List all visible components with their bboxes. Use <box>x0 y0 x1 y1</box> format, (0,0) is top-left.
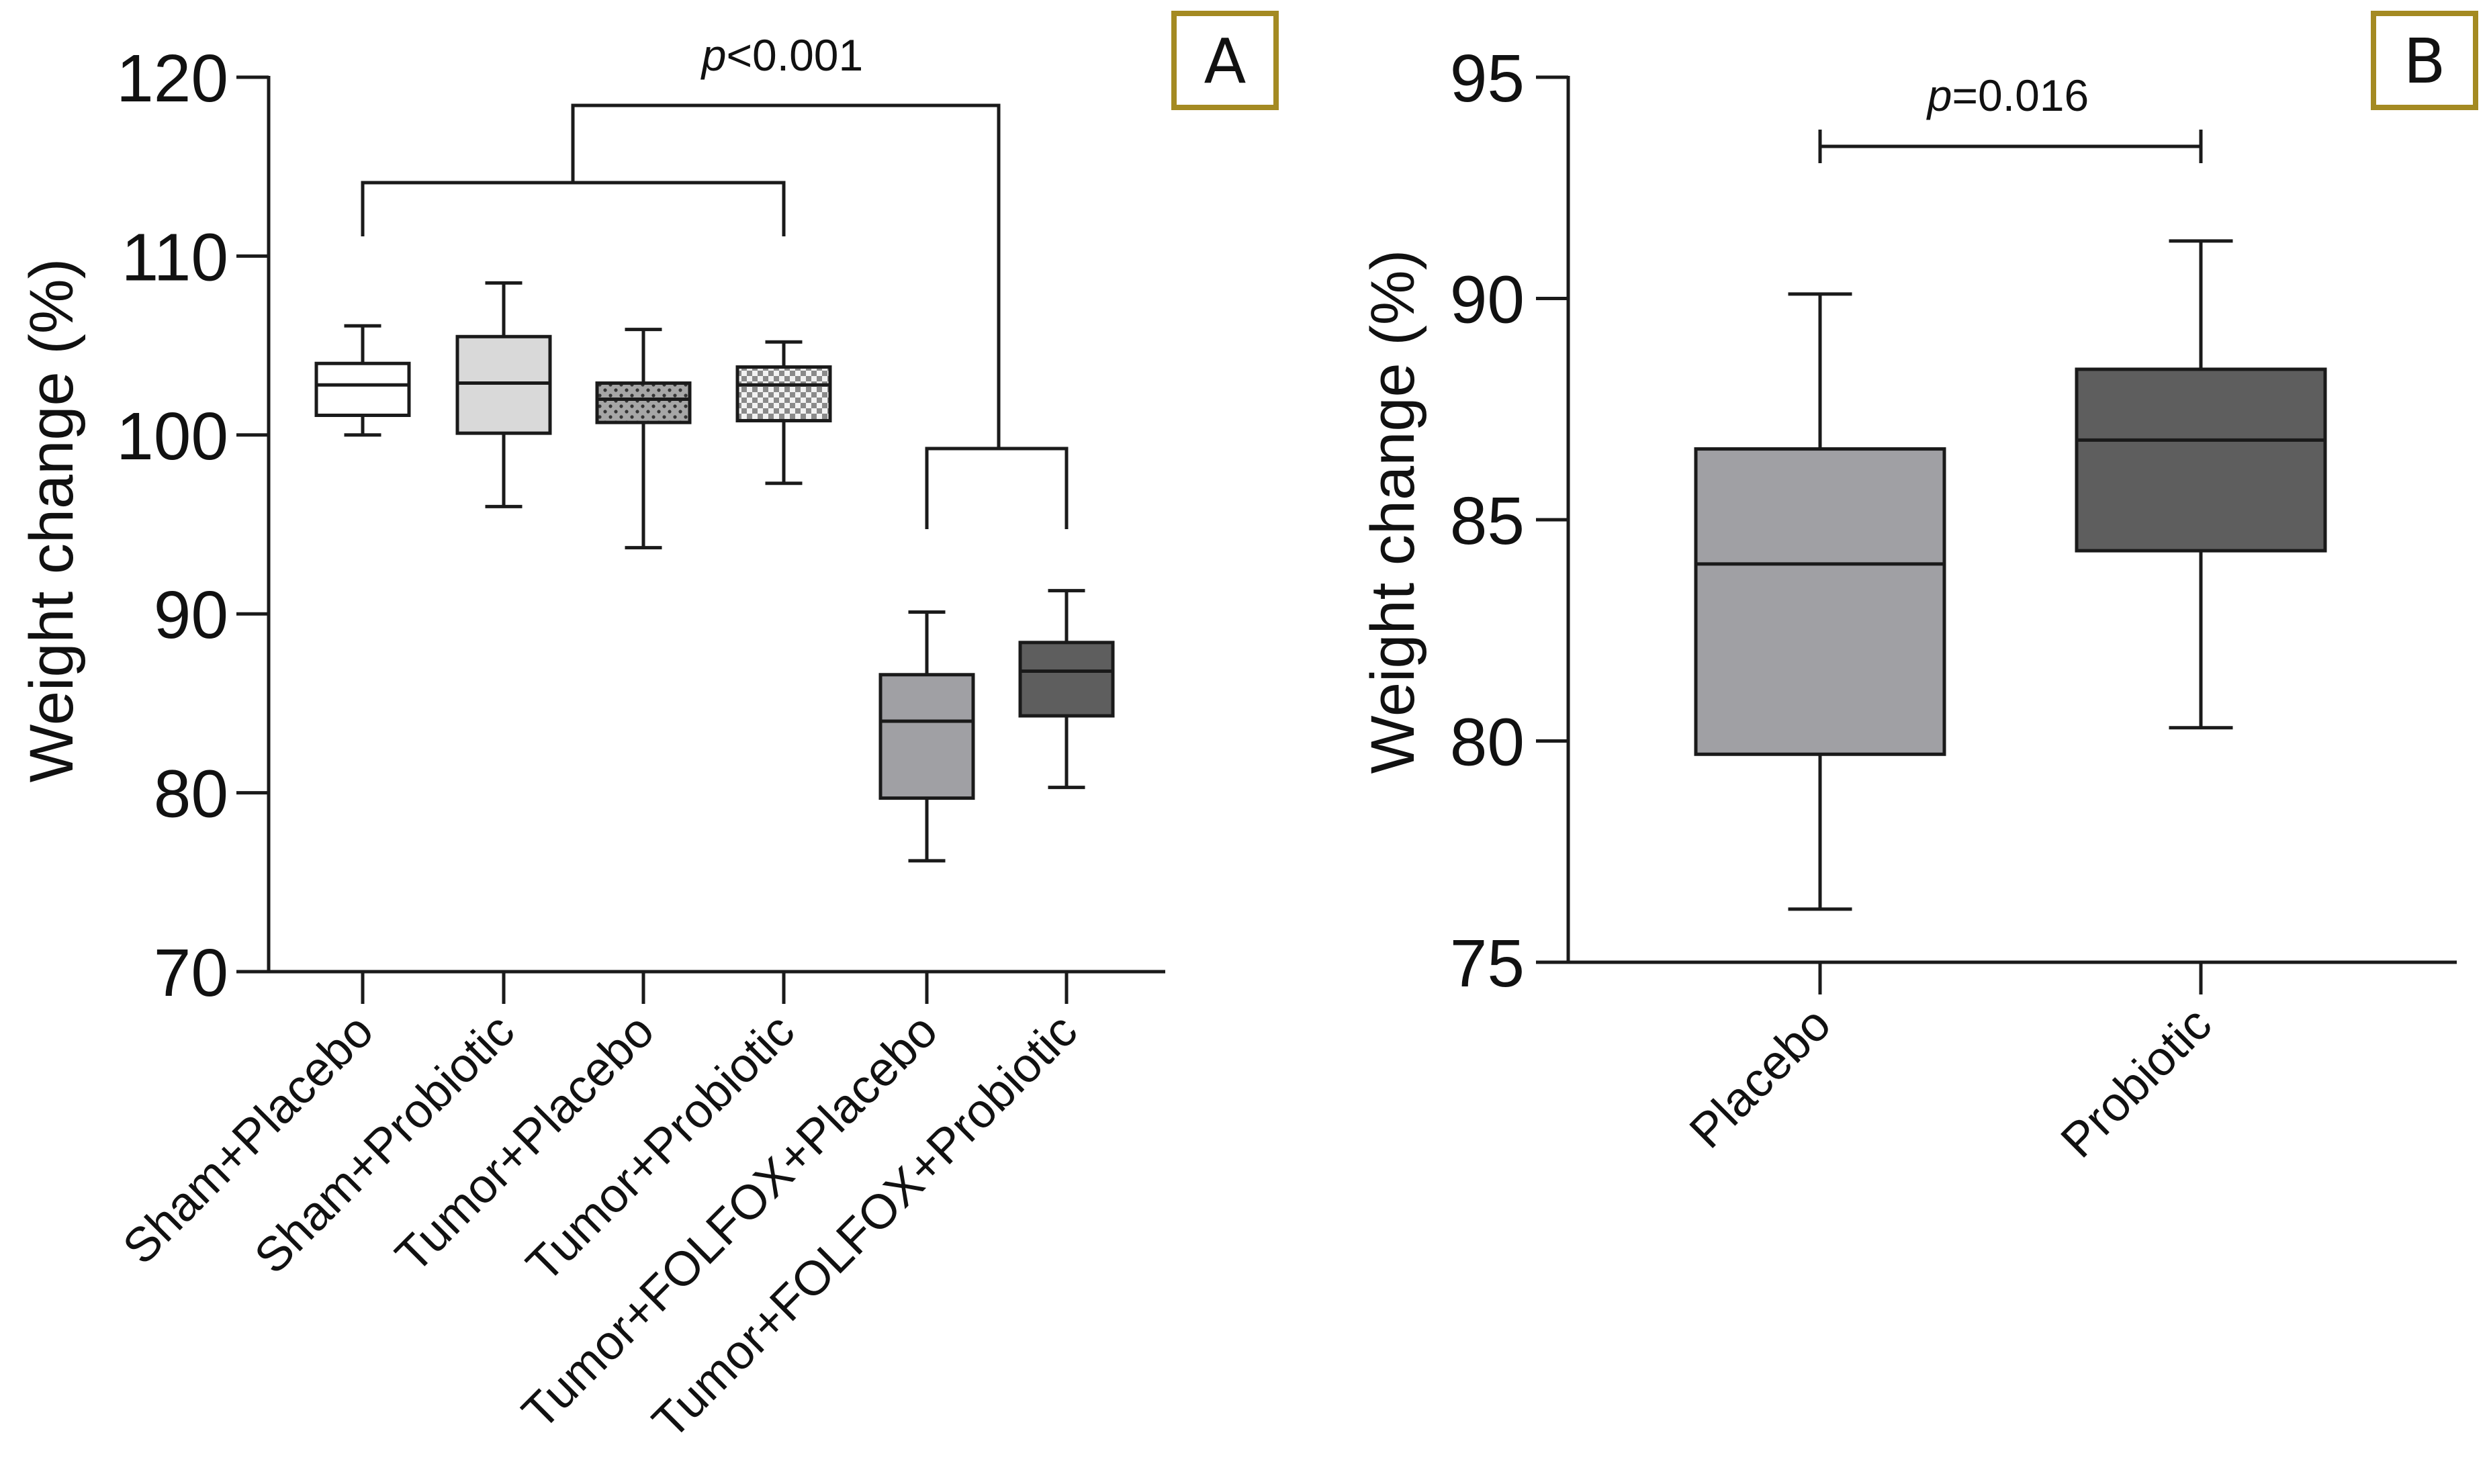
panel-a-x-tick-label: Sham+Probiotic <box>244 1004 525 1284</box>
panel-b-letter-box: B <box>2371 11 2478 110</box>
panel-a-letter: A <box>1204 26 1247 97</box>
panel-b-significance-brackets <box>1818 130 2203 163</box>
box-iqr <box>455 334 552 435</box>
panel-b-letter-border <box>2371 11 2478 110</box>
panel-b-x-tick-label: Placebo <box>1680 997 1842 1159</box>
panel-a-significance-brackets <box>361 103 1069 529</box>
panel-a-box-2 <box>455 281 552 508</box>
panel-b-box-1 <box>1694 292 1946 911</box>
panel-a-axes: 70 80 90 100 110 120 Sham+PlaceboSham+Probioti… <box>113 41 1165 1449</box>
panel-a-x-tick-label: Tumor+Probiotic <box>516 1004 805 1293</box>
panel-a-y-tick-label: 80 <box>154 757 228 832</box>
panel-a-letter-border <box>1171 11 1279 110</box>
panel-a-y-tick-label: 120 <box>116 41 228 116</box>
panel-b-letter: B <box>2403 26 2445 97</box>
box-iqr <box>1694 447 1946 756</box>
box-iqr <box>314 361 411 417</box>
panel-b-x-tick-label: Probiotic <box>2051 997 2222 1168</box>
panel-a-box-1 <box>314 324 411 437</box>
panel-b-y-axis-title: Weight change (%) <box>1359 250 1427 774</box>
panel-a-box-6 <box>1018 589 1115 790</box>
panel-b-y-tick-label: 75 <box>1450 926 1525 1001</box>
box-iqr <box>2075 367 2327 553</box>
panel-a-y-tick-label: 70 <box>154 935 228 1011</box>
panel-a-y-tick-label: 90 <box>154 577 228 653</box>
panel-b-boxes <box>1694 239 2327 911</box>
panel-a-p-value: p<0.001 <box>700 30 863 80</box>
bracket-right-group <box>925 447 1069 529</box>
panel-b-axes: 75 80 85 90 95 Placebo Probiotic <box>1450 41 2457 1168</box>
panel-b-y-tick-label: 90 <box>1450 263 1525 338</box>
panel-a-y-axis-title: Weight change (%) <box>17 259 86 783</box>
box-iqr <box>735 365 832 422</box>
panel-a-x-tick-label: Sham+Placebo <box>113 1004 383 1274</box>
panel-a-chart: 70 80 90 100 110 120 Sham+PlaceboSham+Probioti… <box>17 11 1279 1449</box>
box-iqr <box>878 673 975 800</box>
panel-a-letter-box: A <box>1171 11 1279 110</box>
bracket-left-group <box>361 181 786 236</box>
panel-a-box-5 <box>878 610 975 863</box>
panel-a-boxes <box>314 281 1115 863</box>
panel-a-box-3 <box>595 328 692 550</box>
panel-b-box-2 <box>2075 239 2327 730</box>
panel-a-box-4 <box>735 340 832 485</box>
panel-a-x-tick-label: Tumor+Placebo <box>386 1004 664 1283</box>
panel-a-y-tick-label: 110 <box>122 220 228 295</box>
panel-b-y-tick-label: 85 <box>1450 483 1525 559</box>
panel-b-chart: 75 80 85 90 95 Placebo Probiotic Weight change… <box>1359 11 2478 1168</box>
box-iqr <box>595 381 692 424</box>
box-iqr <box>1018 641 1115 718</box>
bracket-top-connector <box>571 103 1001 449</box>
panel-b-y-tick-label: 80 <box>1450 705 1525 780</box>
panel-a-y-tick-label: 100 <box>116 399 228 474</box>
panel-b-p-value: p=0.016 <box>1926 71 2089 120</box>
panel-b-y-tick-label: 95 <box>1450 41 1525 116</box>
